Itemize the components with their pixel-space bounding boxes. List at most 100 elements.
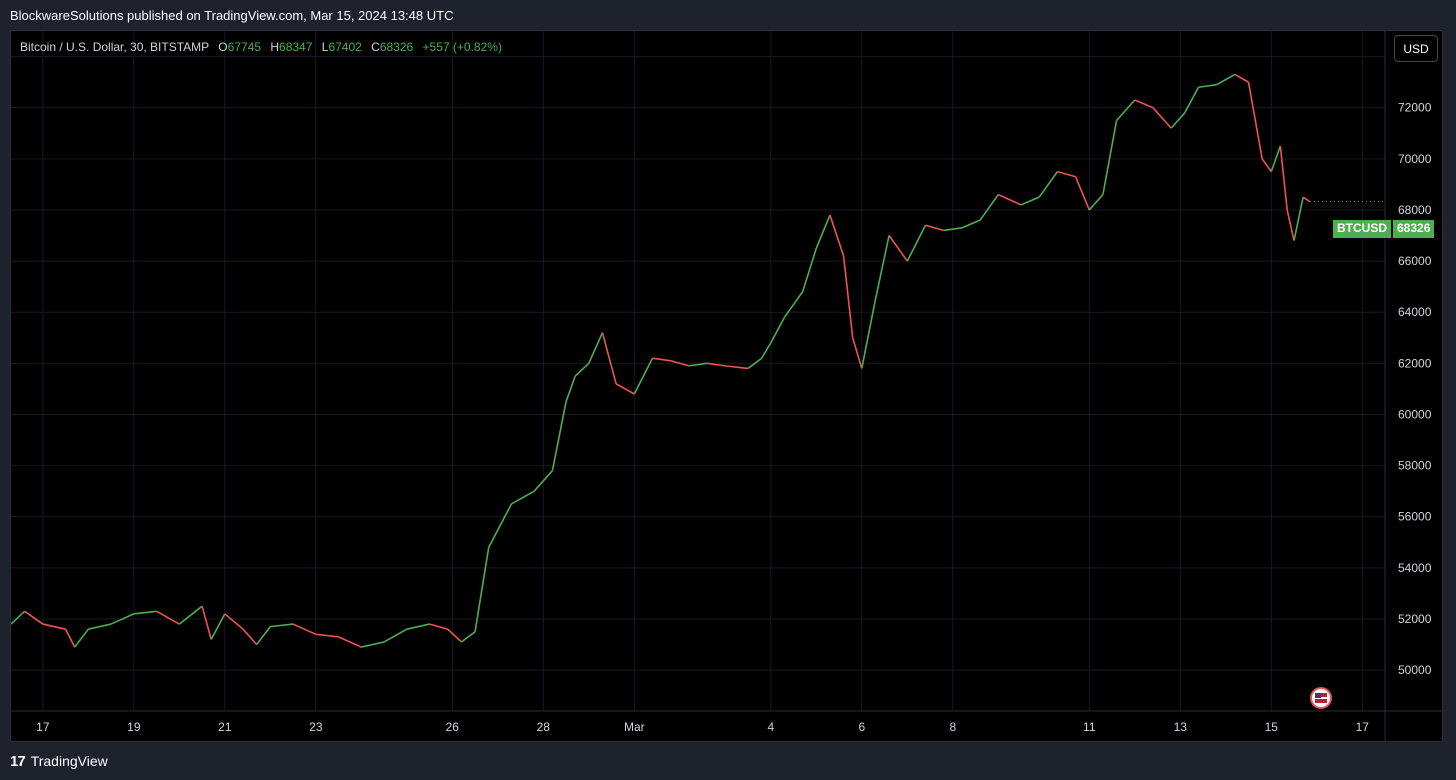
x-tick-label: 23 [309,720,323,734]
high-label: H [270,40,280,54]
price-segment [1020,196,1040,206]
price-segment [565,375,576,402]
price-segment [383,628,408,643]
change-value: +557 (+0.82%) [422,40,502,54]
price-segment [829,214,845,257]
us-flag-canton [1315,693,1321,698]
y-tick-label: 54000 [1398,561,1432,575]
price-segment [156,610,180,625]
brand-name: TradingView [30,753,108,769]
y-tick-label: 64000 [1398,305,1432,319]
price-segment [201,605,212,640]
price-segment [533,470,554,492]
y-tick-label: 60000 [1398,407,1432,421]
tradingview-logo[interactable]: 17 TradingView [10,753,108,770]
price-segment [925,224,944,232]
price-segment [242,628,258,646]
price-segment [460,631,476,643]
tradingview-logo-icon: 17 [10,752,26,770]
low-value: 67402 [328,40,362,54]
price-segment [588,332,604,364]
price-segment [1152,107,1172,129]
price-segment [1279,145,1288,211]
price-segment [1115,99,1136,122]
y-tick-label: 70000 [1398,152,1432,166]
symbol-description[interactable]: Bitcoin / U.S. Dollar, 30, BITSTAMP [20,40,209,54]
price-segment [178,605,203,625]
y-tick-label: 62000 [1398,356,1432,370]
x-tick-label: 19 [127,720,141,734]
y-tick-label: 72000 [1398,101,1432,115]
price-segment [1038,171,1059,198]
price-segment [1270,145,1282,172]
x-tick-label: 28 [537,720,551,734]
price-segment [888,235,908,262]
x-tick-label: 11 [1083,720,1096,734]
price-segment [488,503,513,548]
open-label: O [218,40,228,54]
price-segment [1261,158,1272,173]
y-tick-label: 68000 [1398,203,1432,217]
price-segment [688,362,708,367]
chart-area[interactable]: 50000 52000 54000 56000 58000 60000 62000 64000… [10,30,1443,742]
price-segment [447,628,462,643]
price-segment [110,613,135,625]
x-tick-label: 21 [218,720,232,734]
price-segment [706,362,726,367]
price-segment [315,633,339,638]
last-price-tag: BTCUSD 68326 [1333,220,1435,238]
x-tick-label: 17 [1356,720,1370,734]
price-segment [861,299,877,369]
price-segment [270,623,294,628]
price-segment [961,219,981,229]
price-segment [1216,73,1236,86]
price-segment [1234,73,1249,83]
price-segment [815,214,831,249]
close-value: 68326 [379,40,414,54]
ohlc-legend: Bitcoin / U.S. Dollar, 30, BITSTAMP O677… [20,40,502,54]
close-label: C [371,40,380,54]
price-segment [64,628,76,648]
y-tick-label: 50000 [1398,663,1432,677]
currency-button[interactable]: USD [1394,35,1438,62]
high-value: 68347 [279,40,313,54]
price-segment [1184,86,1200,114]
price-segment [652,357,671,362]
x-tick-label: 26 [446,720,460,734]
x-tick-label: 13 [1174,720,1188,734]
price-segment [1074,176,1091,211]
open-value: 67745 [227,40,262,54]
price-segment [256,626,271,646]
x-tick-label: Mar [624,720,645,734]
price-segment [725,365,749,370]
price-segment [906,224,927,262]
price-segment [633,357,654,395]
price-segment [801,248,818,292]
price-segment [88,623,112,630]
price-tag-value: 68326 [1393,220,1435,238]
price-chart[interactable]: 50000 52000 54000 56000 58000 60000 62000 64000… [11,31,1442,741]
y-tick-label: 52000 [1398,612,1432,626]
price-segment [747,357,763,370]
price-segment [1247,81,1263,159]
price-segment [770,316,786,344]
price-segment [1102,120,1118,195]
x-tick-label: 6 [858,720,865,734]
price-segment [511,490,535,505]
price-segment [1057,170,1076,178]
price-segment [1302,196,1311,203]
footer: 17 TradingView [0,742,1456,780]
price-segment [133,610,157,615]
price-segment [551,401,567,471]
publisher-header: BlockwareSolutions published on TradingV… [0,0,1456,30]
price-segment [74,628,89,648]
price-segment [1198,83,1217,89]
low-label: L [321,40,329,54]
price-segment [979,194,999,221]
price-segment [11,610,26,625]
x-tick-label: 8 [949,720,956,734]
price-segment [292,623,317,636]
price-segment [210,613,226,640]
x-tick-label: 15 [1265,720,1279,734]
price-segment [601,332,617,384]
